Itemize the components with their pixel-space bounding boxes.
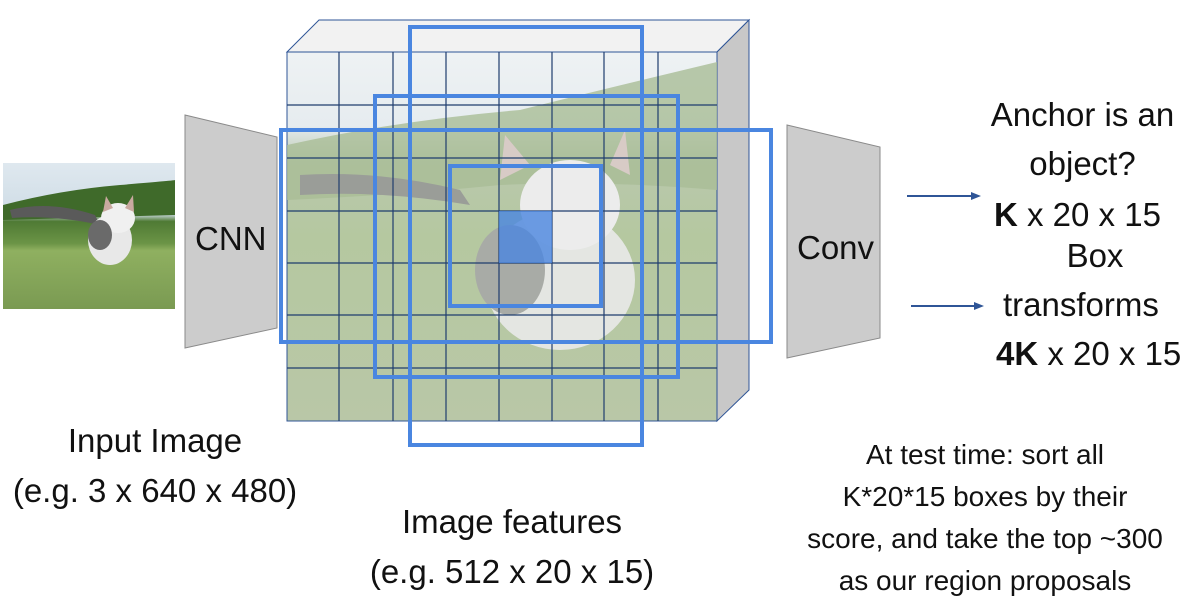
test-time-note: At test time: sort all K*20*15 boxes by … <box>770 434 1191 602</box>
anchor-box-small <box>448 164 603 308</box>
highlighted-cell <box>499 211 552 263</box>
feature-grid <box>287 52 717 421</box>
input-kitten-image <box>3 163 176 309</box>
objectness-k: K <box>994 196 1018 233</box>
arrow-box-transforms <box>911 302 984 310</box>
note-line: At test time: sort all <box>865 439 1105 470</box>
arrow-objectness <box>907 192 981 200</box>
note-line: K*20*15 boxes by their <box>842 481 1128 512</box>
anchor-boxes <box>279 25 773 447</box>
features-title: Image features <box>401 503 623 540</box>
cnn-block <box>184 114 278 349</box>
cnn-label: CNN <box>195 220 267 257</box>
features-subtitle: (e.g. 512 x 20 x 15) <box>369 553 655 590</box>
conv-block <box>786 124 881 359</box>
box-shape: 4K x 20 x 15 <box>996 337 1181 370</box>
objectness-shape: K x 20 x 15 <box>994 198 1161 231</box>
objectness-dims: x 20 x 15 <box>1017 196 1161 233</box>
anchor-box-medium <box>373 94 680 379</box>
note-line: as our region proposals <box>838 565 1132 596</box>
feature-map-cube <box>285 18 751 423</box>
anchor-box-tall <box>408 25 644 447</box>
box-4k: 4K <box>996 335 1039 372</box>
objectness-line2: object? <box>1029 145 1136 182</box>
input-subtitle: (e.g. 3 x 640 x 480) <box>12 472 298 509</box>
box-dims: x 20 x 15 <box>1038 335 1182 372</box>
objectness-line1: Anchor is an <box>990 96 1175 133</box>
input-title: Input Image <box>67 422 243 459</box>
box-line2: transforms <box>1003 286 1159 323</box>
note-line: score, and take the top ~300 <box>807 523 1163 554</box>
anchor-box-wide <box>279 128 773 344</box>
conv-label: Conv <box>797 229 875 266</box>
box-line1: Box <box>1066 237 1124 274</box>
